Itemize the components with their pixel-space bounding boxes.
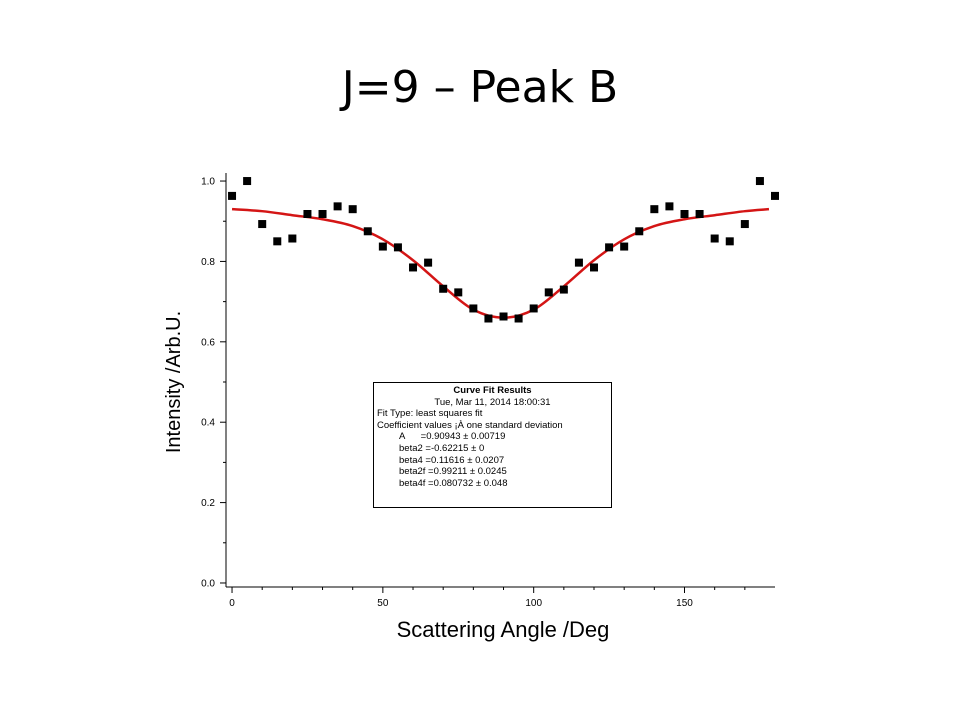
data-point xyxy=(499,312,508,321)
coefficient-a: A =0.90943 ± 0.00719 xyxy=(399,431,506,443)
data-point xyxy=(740,220,749,229)
data-point xyxy=(424,258,433,267)
slide-title: J=9 – Peak B xyxy=(341,62,619,113)
fit-type: Fit Type: least squares fit xyxy=(377,408,483,420)
y-tick-label: 0.6 xyxy=(201,337,215,348)
y-tick-label: 0.4 xyxy=(201,418,215,429)
data-point xyxy=(605,243,614,252)
y-tick-label: 0.0 xyxy=(201,578,215,589)
fit-curve-layer xyxy=(231,207,770,319)
data-point xyxy=(409,263,418,272)
coefficient-beta2f: beta2f =0.99211 ± 0.0245 xyxy=(399,466,507,478)
data-markers xyxy=(228,177,779,323)
ticks: 0 50 100 150 0.0 0.2 0.4 0.6 0.8 1.0 xyxy=(201,177,746,609)
x-tick-label: 50 xyxy=(377,598,389,609)
data-point xyxy=(710,234,719,243)
y-tick-label: 1.0 xyxy=(201,177,215,188)
data-point xyxy=(318,209,327,218)
data-point xyxy=(725,237,734,246)
data-point xyxy=(559,285,568,294)
data-point xyxy=(393,243,402,252)
y-tick-label: 0.2 xyxy=(201,498,215,509)
x-tick-label: 150 xyxy=(676,598,693,609)
x-tick-label: 100 xyxy=(525,598,542,609)
fit-box-title: Curve Fit Results xyxy=(453,385,532,396)
data-point xyxy=(529,304,538,313)
data-point xyxy=(574,258,583,267)
data-point xyxy=(650,205,659,214)
data-point xyxy=(243,177,252,186)
data-point xyxy=(273,237,282,246)
data-point xyxy=(620,242,629,251)
data-point xyxy=(755,177,764,186)
axes xyxy=(225,173,775,588)
data-point xyxy=(590,263,599,272)
data-point xyxy=(695,209,704,218)
data-point xyxy=(665,202,674,211)
curve-fit-results-box: Curve Fit Results Tue, Mar 11, 2014 18:0… xyxy=(373,382,612,508)
data-point xyxy=(514,314,523,323)
data-point xyxy=(333,202,342,211)
data-point xyxy=(363,227,372,236)
data-point xyxy=(771,191,779,200)
data-point xyxy=(544,288,553,297)
data-point xyxy=(228,191,237,200)
coefficient-header: Coefficient values ¡À one standard devia… xyxy=(377,419,563,431)
data-point xyxy=(348,205,357,214)
data-point xyxy=(635,227,644,236)
data-point xyxy=(484,314,493,323)
data-point xyxy=(378,242,387,251)
x-axis-label: Scattering Angle /Deg xyxy=(397,617,610,642)
data-point xyxy=(439,284,448,293)
data-point xyxy=(454,288,463,297)
data-point xyxy=(303,209,312,218)
fit-box-date: Tue, Mar 11, 2014 18:00:31 xyxy=(434,396,551,408)
x-tick-label: 0 xyxy=(229,598,235,609)
y-tick-label: 0.8 xyxy=(201,257,215,268)
y-axis-label: Intensity /Arb.U. xyxy=(163,311,185,453)
coefficient-beta2: beta2 =-0.62215 ± 0 xyxy=(399,442,485,454)
fit-curve-line xyxy=(231,207,770,319)
data-point xyxy=(469,304,478,313)
data-point xyxy=(680,209,689,218)
coefficient-beta4f: beta4f =0.080732 ± 0.048 xyxy=(399,477,508,489)
data-point xyxy=(258,220,267,229)
coefficient-beta4: beta4 =0.11616 ± 0.0207 xyxy=(399,454,505,466)
data-point xyxy=(288,234,297,243)
